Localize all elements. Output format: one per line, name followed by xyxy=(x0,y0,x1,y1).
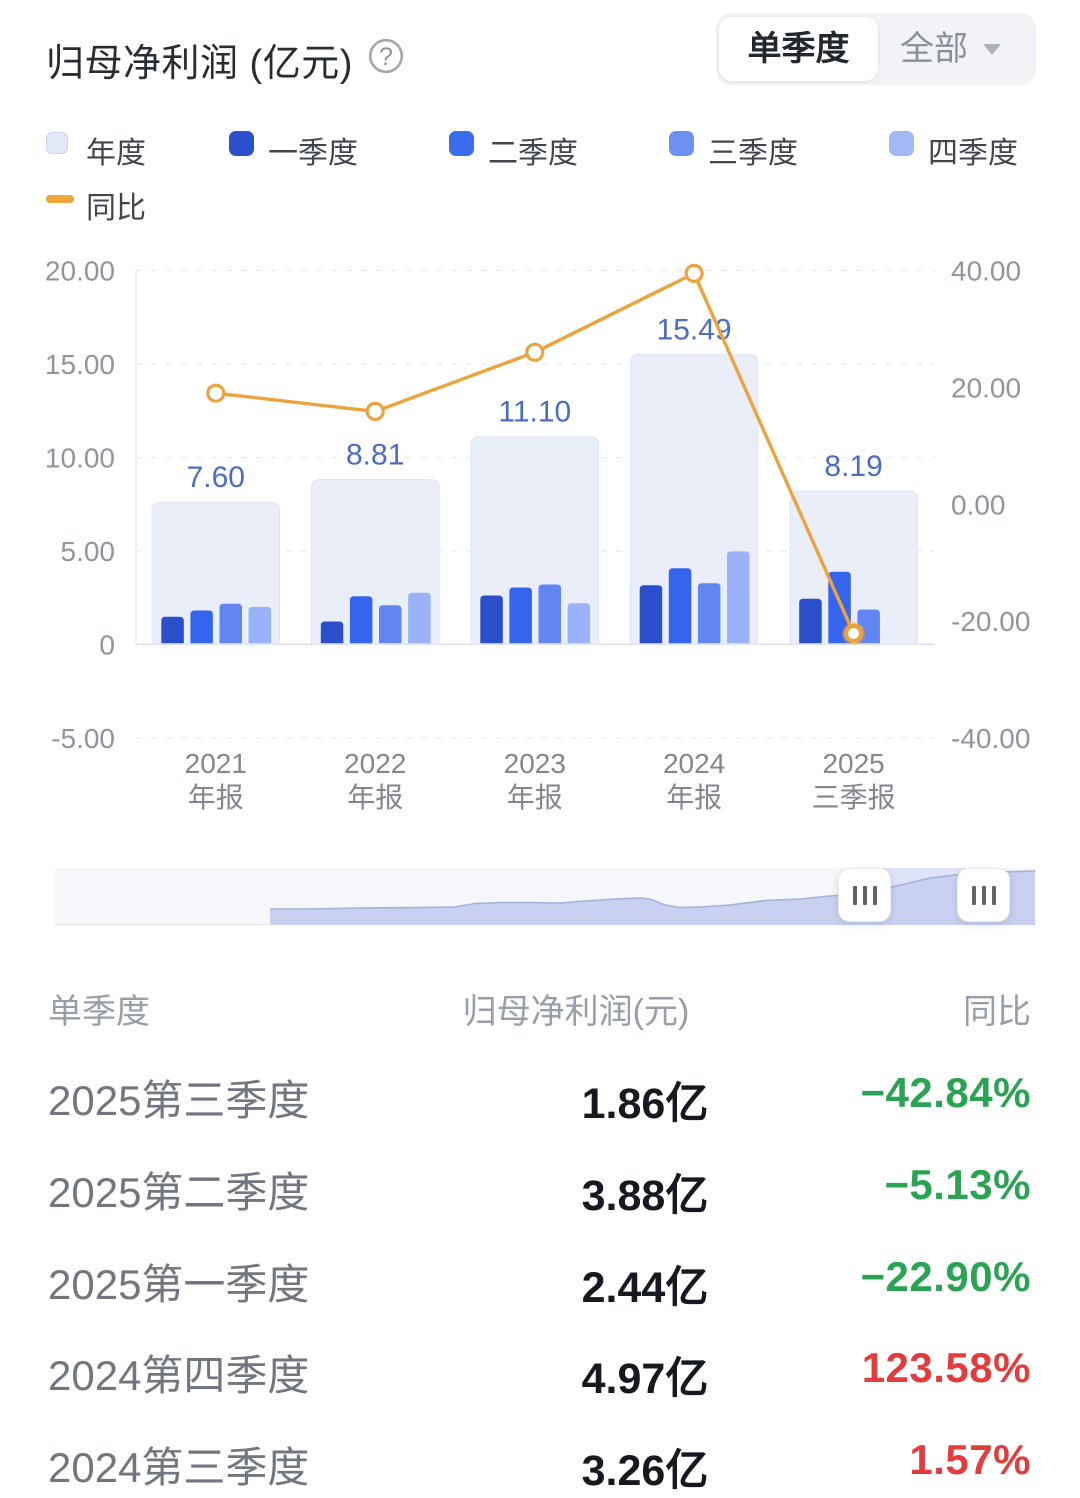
svg-text:-20.00: -20.00 xyxy=(951,606,1030,637)
svg-text:年报: 年报 xyxy=(666,782,722,813)
svg-text:15.00: 15.00 xyxy=(45,349,115,380)
svg-text:0: 0 xyxy=(99,629,115,660)
svg-text:年报: 年报 xyxy=(188,782,244,813)
svg-text:2023: 2023 xyxy=(504,748,566,779)
svg-text:11.10: 11.10 xyxy=(498,396,571,429)
svg-text:年报: 年报 xyxy=(507,782,563,813)
svg-text:2025: 2025 xyxy=(822,748,884,779)
svg-text:20.00: 20.00 xyxy=(45,256,115,287)
svg-text:8.19: 8.19 xyxy=(824,450,882,483)
svg-text:-5.00: -5.00 xyxy=(51,723,115,754)
svg-text:10.00: 10.00 xyxy=(45,443,115,474)
svg-text:8.81: 8.81 xyxy=(346,439,404,472)
svg-text:?: ? xyxy=(379,43,393,71)
svg-text:7.60: 7.60 xyxy=(187,461,245,494)
svg-text:三季报: 三季报 xyxy=(812,782,896,813)
svg-text:40.00: 40.00 xyxy=(951,256,1021,287)
svg-text:5.00: 5.00 xyxy=(61,536,116,567)
svg-text:2024: 2024 xyxy=(663,748,725,779)
svg-text:0.00: 0.00 xyxy=(951,489,1006,520)
svg-text:年报: 年报 xyxy=(347,782,403,813)
svg-text:2021: 2021 xyxy=(185,748,247,779)
svg-text:20.00: 20.00 xyxy=(951,372,1021,403)
svg-text:2022: 2022 xyxy=(344,748,406,779)
svg-text:-40.00: -40.00 xyxy=(951,723,1030,754)
